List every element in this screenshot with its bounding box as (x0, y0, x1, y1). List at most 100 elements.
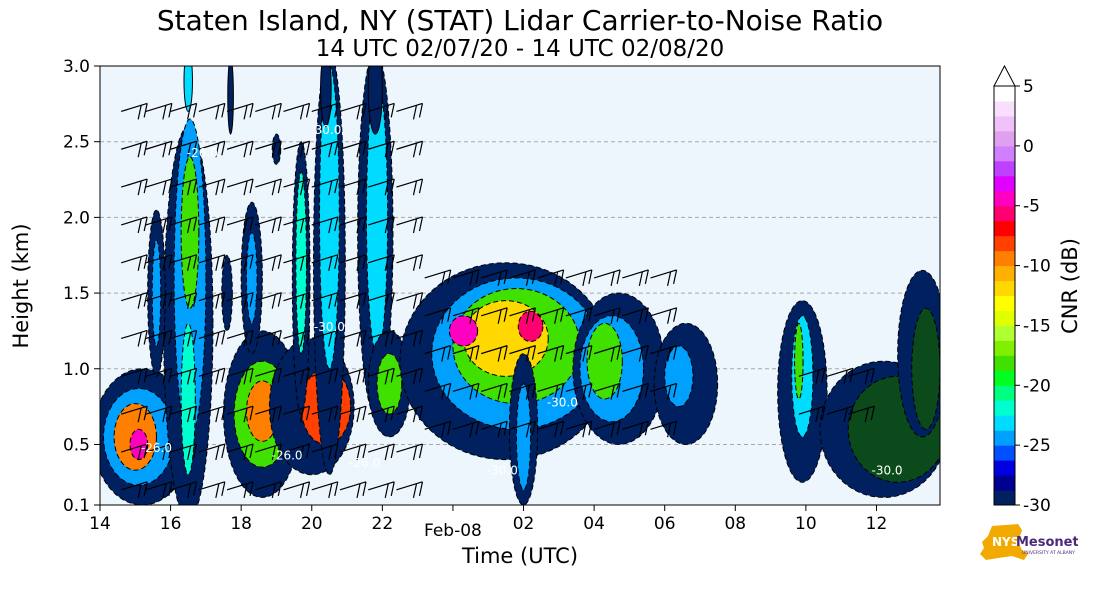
wind-barb-feather (362, 216, 367, 232)
wind-barb-feather (137, 105, 142, 120)
wind-barb (368, 329, 395, 347)
wind-barb (121, 178, 148, 196)
colorbar-tick-label: -25 (1023, 436, 1051, 456)
logo-university-text: UNIVERSITY AT ALBANY (1022, 550, 1075, 556)
wind-barb-staff (283, 292, 310, 302)
colorbar-swatch (994, 355, 1015, 371)
wind-barb (368, 292, 395, 309)
wind-barb-feather (673, 383, 678, 398)
wind-barb-staff (226, 216, 254, 226)
wind-barb-feather (277, 330, 282, 345)
wind-barb-staff (339, 329, 367, 340)
cnr-contour-region (367, 66, 383, 135)
wind-barb-staff (170, 443, 197, 453)
wind-barb-staff (145, 178, 173, 188)
wind-barb-staff (255, 405, 282, 415)
wind-barb (226, 178, 254, 196)
wind-barb-feather (299, 294, 305, 309)
wind-barb (650, 269, 678, 287)
wind-barb-feather (334, 330, 339, 345)
wind-barb (121, 367, 148, 385)
contour-label: -30.0 (314, 320, 345, 334)
wind-barb-staff (311, 481, 338, 491)
wind-barb (311, 481, 339, 498)
wind-barb-feather (334, 178, 339, 194)
wind-barb (255, 367, 282, 385)
wind-barb-staff (145, 140, 173, 150)
wind-barb-staff (226, 481, 254, 491)
colorbar-swatch (994, 130, 1015, 147)
wind-barb-staff (255, 292, 282, 302)
wind-barb-staff (424, 345, 451, 355)
wind-barb-feather (441, 271, 446, 287)
contour-label: -26.0 (187, 146, 218, 160)
wind-barb-feather (221, 141, 226, 156)
colorbar-tick-label: 0 (1023, 137, 1034, 157)
wind-barb (198, 481, 226, 498)
wind-barb-feather (582, 347, 587, 362)
wind-barb-feather (193, 141, 198, 156)
wind-barb (145, 405, 173, 423)
wind-barb-staff (593, 382, 621, 393)
wind-barb-feather (644, 383, 649, 398)
wind-barb (565, 420, 593, 438)
wind-barb-feather (673, 307, 678, 322)
wind-barb (121, 481, 148, 498)
wind-barb-feather (525, 385, 530, 400)
wind-barb-feather (384, 294, 389, 309)
wind-barb-feather (168, 443, 173, 459)
wind-barb (283, 102, 311, 120)
wind-barb (121, 292, 148, 309)
wind-barb-feather (418, 216, 424, 232)
wind-barb-staff (170, 367, 197, 377)
wind-barb (848, 367, 875, 385)
wind-barb-feather (390, 178, 395, 194)
wind-barb-feather (193, 443, 198, 459)
wind-barb-feather (221, 481, 226, 496)
wind-barb-feather (305, 254, 311, 269)
wind-barb-feather (412, 218, 418, 234)
colorbar-swatch (994, 340, 1015, 356)
colorbar-swatch (994, 295, 1015, 311)
wind-barb-feather (616, 345, 621, 360)
wind-barb-feather (305, 330, 311, 345)
cnr-contour-region (221, 254, 233, 332)
wind-barb (622, 382, 649, 400)
wind-barb-feather (582, 309, 587, 324)
wind-barb-feather (215, 143, 220, 158)
wind-barb-feather (277, 178, 282, 194)
wind-barb-feather (249, 292, 254, 307)
wind-barb-feather (187, 370, 192, 385)
wind-barb (798, 405, 826, 423)
wind-barb-staff (226, 292, 254, 302)
wind-barb-feather (531, 383, 536, 398)
wind-barb-feather (299, 445, 305, 461)
wind-barb-feather (328, 180, 333, 196)
wind-barb-feather (362, 406, 367, 421)
wind-barb-feather (356, 180, 361, 196)
wind-barb (424, 420, 452, 438)
wind-barb-staff (311, 405, 338, 415)
wind-barb-feather (497, 309, 502, 324)
wind-barb-feather (137, 408, 142, 423)
wind-barb-staff (170, 481, 197, 491)
wind-barb (283, 140, 311, 158)
wind-barb-feather (497, 385, 502, 400)
wind-barb-feather (328, 445, 333, 461)
wind-barb-staff (226, 329, 254, 340)
wind-barb (198, 292, 226, 309)
x-tick-label: 02 (513, 514, 535, 534)
wind-barb-staff (593, 345, 621, 355)
wind-barb-feather (390, 141, 395, 156)
colorbar-swatch (994, 175, 1015, 192)
wind-barb-feather (525, 271, 530, 287)
wind-barb (368, 178, 395, 196)
wind-barb (311, 216, 339, 234)
wind-barb-feather (384, 143, 389, 158)
wind-barb-staff (481, 269, 508, 279)
wind-barb-staff (396, 329, 423, 340)
wind-barb-feather (277, 254, 282, 269)
wind-barb-staff (311, 178, 338, 188)
colorbar-swatch (994, 475, 1015, 491)
wind-barb (339, 405, 367, 423)
